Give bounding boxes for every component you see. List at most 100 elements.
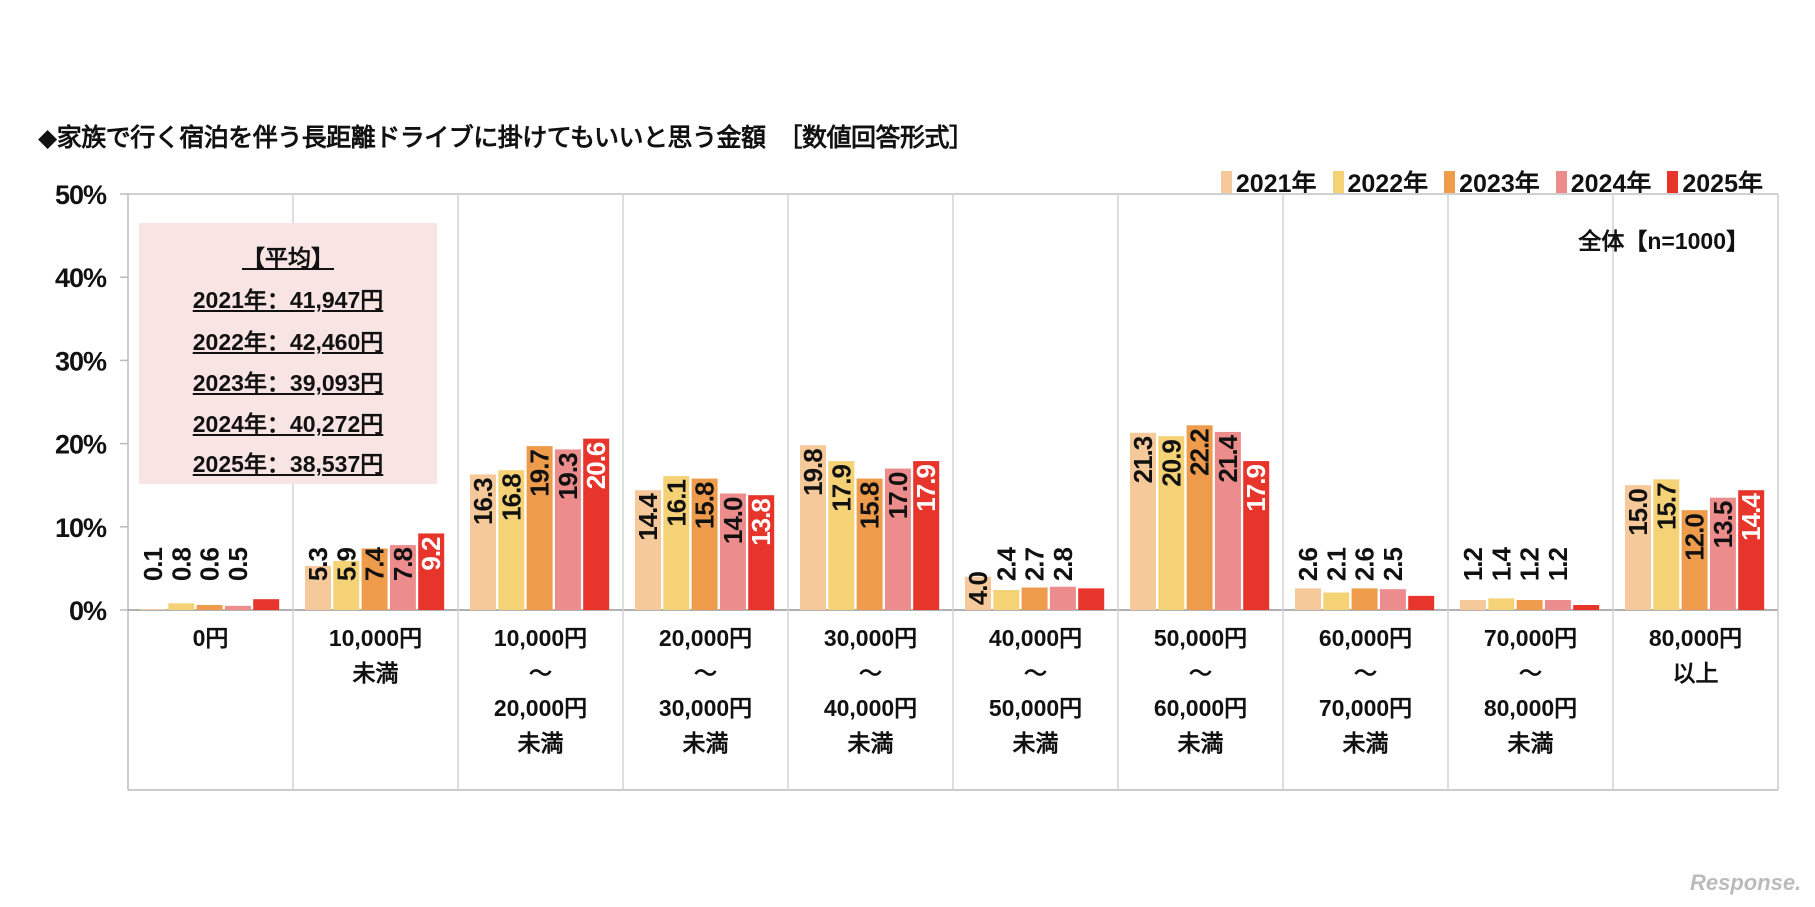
bar: [1078, 588, 1105, 610]
bar: [1516, 600, 1543, 610]
category-label: 未満: [518, 730, 564, 756]
data-label: 1.3: [251, 547, 281, 581]
watermark-logo: Response.: [1690, 870, 1802, 895]
bar: [1323, 592, 1350, 610]
data-label: 1.2: [1515, 547, 1545, 581]
category-label: ～: [529, 660, 552, 686]
bar: [470, 474, 496, 610]
bar: [1573, 605, 1600, 610]
category-label: 未満: [848, 730, 894, 756]
category-label: ～: [1024, 660, 1047, 686]
category-label: 80,000円: [1484, 695, 1577, 721]
category-label: 40,000円: [824, 695, 917, 721]
category-label: 80,000円: [1649, 625, 1742, 651]
data-label: 2.1: [1321, 547, 1351, 581]
bar: [1653, 479, 1680, 610]
data-label: 2.7: [1020, 547, 1050, 581]
data-label: 7.4: [360, 546, 390, 581]
bar: [1130, 432, 1156, 610]
category-label: 未満: [1013, 730, 1059, 756]
data-label: 16.3: [468, 478, 498, 525]
data-label: 21.4: [1213, 434, 1243, 482]
category-label: 未満: [1178, 730, 1224, 756]
category-label: 以上: [1673, 660, 1719, 686]
data-label: 16.8: [496, 474, 526, 521]
bar: [168, 603, 195, 610]
category-label: 未満: [683, 730, 729, 756]
category-label: 10,000円: [329, 625, 422, 651]
data-label: 0.5: [223, 547, 253, 581]
bar: [1738, 490, 1765, 610]
data-label: 1.4: [1486, 546, 1516, 581]
data-label: 20.6: [581, 442, 611, 489]
category-label: 50,000円: [989, 695, 1082, 721]
bar: [691, 478, 718, 610]
data-label: 15.8: [855, 482, 885, 529]
data-label: 5.3: [303, 547, 333, 581]
bar: [719, 493, 746, 610]
y-tick-label: 30%: [55, 346, 107, 376]
category-label: ～: [1519, 660, 1542, 686]
bar: [224, 605, 251, 610]
category-label: 未満: [1343, 730, 1389, 756]
data-label: 4.0: [963, 571, 993, 605]
legend-swatch: [1444, 171, 1456, 193]
bar: [140, 609, 166, 610]
category-label: ～: [859, 660, 882, 686]
bar: [1544, 600, 1571, 610]
bar: [1214, 431, 1241, 610]
bar: [526, 446, 553, 610]
bar: [305, 565, 331, 610]
category-label: ～: [1189, 660, 1212, 686]
bar: [1408, 595, 1435, 610]
bar: [196, 605, 223, 610]
y-tick-label: 20%: [55, 430, 107, 460]
data-label: 14.4: [633, 493, 663, 541]
data-label: 2.6: [1076, 547, 1106, 581]
data-label: 13.5: [1708, 501, 1738, 548]
average-box: 【平均】 2021年：41,947円 2022年：42,460円 2023年：3…: [139, 223, 437, 484]
bar: [884, 468, 911, 610]
bar: [1379, 589, 1406, 610]
sample-size-note: 全体【n=1000】: [1578, 228, 1749, 254]
bar: [635, 490, 661, 610]
average-line: 2023年：39,093円: [192, 370, 384, 396]
data-label: 19.7: [525, 450, 555, 497]
legend-swatch: [1667, 171, 1679, 193]
data-label: 0.6: [1571, 547, 1601, 581]
category-label: 30,000円: [824, 625, 917, 651]
bar: [913, 461, 940, 610]
bar: [1049, 586, 1076, 610]
y-tick-label: 50%: [55, 180, 107, 210]
category-label: 10,000円: [494, 625, 587, 651]
bar: [361, 548, 388, 610]
data-label: 19.3: [553, 453, 583, 500]
bar: [1625, 485, 1651, 610]
bar: [253, 599, 280, 610]
bar: [856, 478, 883, 610]
bar: [418, 533, 445, 610]
legend-swatch: [1555, 171, 1567, 193]
category-label: 20,000円: [494, 695, 587, 721]
bar: [1709, 497, 1736, 610]
bar: [1460, 600, 1486, 610]
data-label: 16.1: [661, 480, 691, 527]
average-line: 2021年：41,947円: [192, 287, 384, 313]
data-label: 12.0: [1680, 514, 1710, 561]
bar: [800, 445, 826, 610]
legend-swatch: [1332, 171, 1344, 193]
data-label: 22.2: [1185, 429, 1215, 476]
category-label: 60,000円: [1154, 695, 1247, 721]
category-label: 30,000円: [659, 695, 752, 721]
y-tick-label: 0%: [69, 596, 107, 626]
data-label: 17.9: [826, 465, 856, 512]
average-heading: 【平均】: [242, 245, 334, 271]
data-label: 2.8: [1048, 547, 1078, 581]
bar: [583, 438, 610, 610]
bar: [1295, 588, 1321, 610]
data-label: 1.2: [1458, 547, 1488, 581]
data-label: 15.0: [1623, 489, 1653, 536]
category-label: 0円: [193, 625, 229, 651]
category-label: 20,000円: [659, 625, 752, 651]
